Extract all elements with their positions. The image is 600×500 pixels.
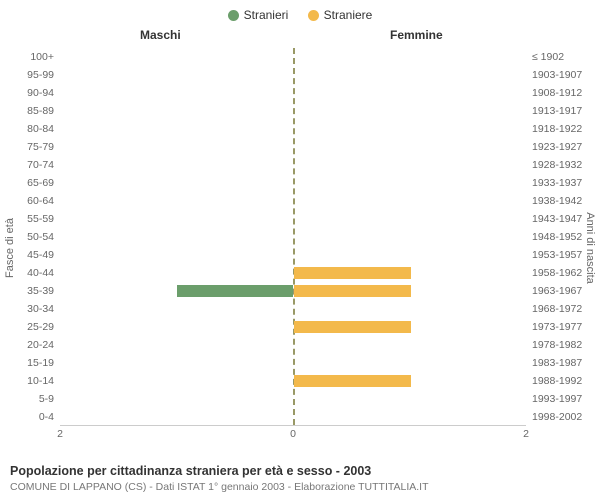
- pyramid-row: 100+≤ 1902: [60, 48, 526, 66]
- age-label: 20-24: [27, 339, 54, 351]
- age-label: 55-59: [27, 213, 54, 225]
- age-label: 5-9: [39, 393, 54, 405]
- birth-label: 1928-1932: [532, 159, 582, 171]
- pyramid-row: 40-441958-1962: [60, 264, 526, 282]
- chart-area: Fasce di età Anni di nascita 100+≤ 19029…: [0, 48, 600, 448]
- age-label: 85-89: [27, 105, 54, 117]
- pyramid-row: 80-841918-1922: [60, 120, 526, 138]
- pyramid-row: 10-141988-1992: [60, 372, 526, 390]
- birth-label: 1988-1992: [532, 375, 582, 387]
- x-axis: 2 0 2: [60, 428, 526, 444]
- pyramid-row: 65-691933-1937: [60, 174, 526, 192]
- pyramid-row: 95-991903-1907: [60, 66, 526, 84]
- chart-legend: Stranieri Straniere: [0, 0, 600, 28]
- birth-label: 1948-1952: [532, 231, 582, 243]
- age-label: 10-14: [27, 375, 54, 387]
- bar-male: [177, 285, 294, 297]
- birth-label: 1938-1942: [532, 195, 582, 207]
- birth-label: 1998-2002: [532, 411, 582, 423]
- x-tick: 2: [523, 428, 529, 440]
- pyramid-row: 85-891913-1917: [60, 102, 526, 120]
- age-label: 75-79: [27, 141, 54, 153]
- chart-footer: Popolazione per cittadinanza straniera p…: [10, 463, 429, 494]
- bar-female: [294, 267, 411, 279]
- birth-label: ≤ 1902: [532, 51, 564, 63]
- pyramid-row: 20-241978-1982: [60, 336, 526, 354]
- footer-title: Popolazione per cittadinanza straniera p…: [10, 463, 429, 480]
- pyramid-row: 70-741928-1932: [60, 156, 526, 174]
- birth-label: 1918-1922: [532, 123, 582, 135]
- pyramid-row: 30-341968-1972: [60, 300, 526, 318]
- age-label: 45-49: [27, 249, 54, 261]
- pyramid-row: 15-191983-1987: [60, 354, 526, 372]
- x-tick: 2: [57, 428, 63, 440]
- pyramid-row: 55-591943-1947: [60, 210, 526, 228]
- pyramid-row: 60-641938-1942: [60, 192, 526, 210]
- age-label: 35-39: [27, 285, 54, 297]
- age-label: 15-19: [27, 357, 54, 369]
- birth-label: 1978-1982: [532, 339, 582, 351]
- header-female: Femmine: [390, 28, 443, 42]
- bar-female: [294, 285, 411, 297]
- age-label: 90-94: [27, 87, 54, 99]
- y-axis-label-right: Anni di nascita: [584, 212, 596, 284]
- legend-dot-male: [228, 10, 239, 21]
- age-label: 80-84: [27, 123, 54, 135]
- legend-item-female: Straniere: [308, 8, 373, 22]
- x-tick: 0: [290, 428, 296, 440]
- pyramid-row: 25-291973-1977: [60, 318, 526, 336]
- birth-label: 1983-1987: [532, 357, 582, 369]
- column-headers: Maschi Femmine: [0, 28, 600, 46]
- birth-label: 1903-1907: [532, 69, 582, 81]
- pyramid-row: 90-941908-1912: [60, 84, 526, 102]
- footer-subtitle: COMUNE DI LAPPANO (CS) - Dati ISTAT 1° g…: [10, 480, 429, 494]
- birth-label: 1993-1997: [532, 393, 582, 405]
- birth-label: 1908-1912: [532, 87, 582, 99]
- birth-label: 1913-1917: [532, 105, 582, 117]
- birth-label: 1953-1957: [532, 249, 582, 261]
- pyramid-row: 45-491953-1957: [60, 246, 526, 264]
- birth-label: 1973-1977: [532, 321, 582, 333]
- age-label: 0-4: [39, 411, 54, 423]
- pyramid-row: 0-41998-2002: [60, 408, 526, 426]
- header-male: Maschi: [140, 28, 181, 42]
- legend-dot-female: [308, 10, 319, 21]
- birth-label: 1963-1967: [532, 285, 582, 297]
- age-label: 25-29: [27, 321, 54, 333]
- birth-label: 1968-1972: [532, 303, 582, 315]
- age-label: 100+: [30, 51, 54, 63]
- legend-label-female: Straniere: [324, 8, 373, 22]
- pyramid-row: 50-541948-1952: [60, 228, 526, 246]
- age-label: 30-34: [27, 303, 54, 315]
- bar-female: [294, 375, 411, 387]
- age-label: 70-74: [27, 159, 54, 171]
- birth-label: 1933-1937: [532, 177, 582, 189]
- pyramid-rows: 100+≤ 190295-991903-190790-941908-191285…: [60, 48, 526, 426]
- age-label: 50-54: [27, 231, 54, 243]
- birth-label: 1958-1962: [532, 267, 582, 279]
- birth-label: 1943-1947: [532, 213, 582, 225]
- age-label: 40-44: [27, 267, 54, 279]
- legend-label-male: Stranieri: [244, 8, 289, 22]
- pyramid-row: 75-791923-1927: [60, 138, 526, 156]
- age-label: 60-64: [27, 195, 54, 207]
- birth-label: 1923-1927: [532, 141, 582, 153]
- y-axis-label-left: Fasce di età: [4, 218, 16, 278]
- legend-item-male: Stranieri: [228, 8, 289, 22]
- age-label: 95-99: [27, 69, 54, 81]
- pyramid-row: 5-91993-1997: [60, 390, 526, 408]
- age-label: 65-69: [27, 177, 54, 189]
- bar-female: [294, 321, 411, 333]
- pyramid-row: 35-391963-1967: [60, 282, 526, 300]
